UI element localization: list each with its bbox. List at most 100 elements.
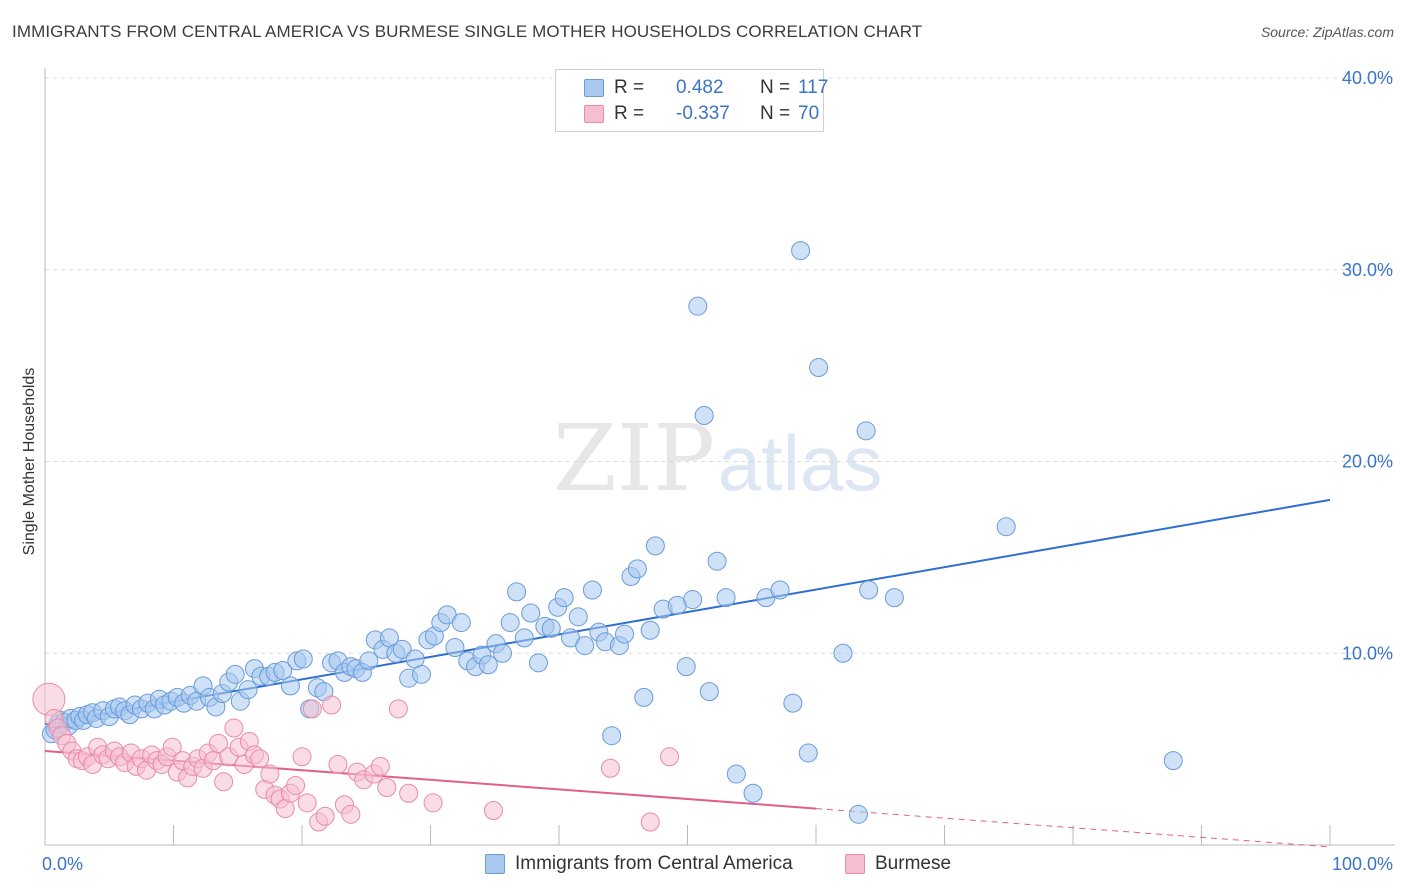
point-central-america bbox=[676, 657, 696, 677]
point-central-america bbox=[225, 664, 245, 684]
point-burmese bbox=[377, 777, 397, 797]
series-central-america bbox=[41, 241, 1183, 824]
point-burmese bbox=[423, 793, 443, 813]
point-central-america bbox=[809, 358, 829, 378]
watermark: ZIP atlas bbox=[553, 405, 882, 512]
point-central-america bbox=[783, 693, 803, 713]
r-value: 0.482 bbox=[676, 77, 724, 98]
point-central-america bbox=[412, 664, 432, 684]
point-central-america bbox=[492, 643, 512, 663]
point-central-america bbox=[707, 551, 727, 571]
series-burmese bbox=[32, 682, 680, 832]
point-burmese bbox=[341, 804, 361, 824]
point-central-america bbox=[634, 687, 654, 707]
point-central-america bbox=[996, 517, 1016, 537]
point-central-america bbox=[568, 607, 588, 627]
point-central-america bbox=[848, 804, 868, 824]
point-central-america bbox=[1163, 751, 1183, 771]
burmese-swatch bbox=[584, 105, 604, 123]
point-central-america bbox=[602, 726, 622, 746]
y-tick-label: 30.0% bbox=[1342, 260, 1393, 280]
point-burmese bbox=[250, 749, 270, 769]
point-burmese bbox=[370, 756, 390, 776]
n-label: N = bbox=[760, 103, 791, 124]
point-central-america bbox=[683, 590, 703, 610]
point-burmese bbox=[640, 812, 660, 832]
point-central-america bbox=[856, 421, 876, 441]
point-central-america bbox=[615, 624, 635, 644]
trend-line-burmese-extrapolated bbox=[815, 808, 1331, 848]
chart-title: IMMIGRANTS FROM CENTRAL AMERICA VS BURME… bbox=[12, 22, 923, 41]
point-burmese bbox=[315, 806, 335, 826]
x-tick-label-min: 0.0% bbox=[42, 854, 83, 874]
point-central-america bbox=[392, 639, 412, 659]
x-tick-label-max: 100.0% bbox=[1332, 854, 1393, 874]
point-central-america bbox=[859, 580, 879, 600]
point-central-america bbox=[238, 680, 258, 700]
point-central-america bbox=[528, 653, 548, 673]
central-america-legend-swatch bbox=[485, 854, 505, 874]
point-central-america bbox=[694, 405, 714, 425]
point-central-america bbox=[451, 613, 471, 633]
point-burmese bbox=[399, 783, 419, 803]
point-central-america bbox=[521, 603, 541, 623]
point-central-america bbox=[791, 241, 811, 261]
point-burmese bbox=[214, 772, 234, 792]
point-central-america bbox=[445, 637, 465, 657]
r-label: R = bbox=[614, 77, 645, 98]
point-central-america bbox=[688, 296, 708, 316]
point-central-america bbox=[541, 618, 561, 638]
axes bbox=[44, 68, 1395, 846]
point-burmese bbox=[260, 764, 280, 784]
burmese-legend-swatch bbox=[845, 854, 865, 874]
n-value: 70 bbox=[798, 103, 820, 124]
point-central-america bbox=[500, 613, 520, 633]
point-central-america bbox=[770, 580, 790, 600]
point-burmese bbox=[292, 747, 312, 767]
watermark-zip: ZIP bbox=[553, 405, 715, 512]
point-burmese bbox=[286, 776, 306, 796]
watermark-atlas: atlas bbox=[718, 419, 883, 507]
point-central-america bbox=[280, 676, 300, 696]
point-central-america bbox=[507, 582, 527, 602]
point-burmese bbox=[224, 718, 244, 738]
stats-legend: R = 0.482 N = 117 R = -0.337 N = 70 bbox=[555, 69, 828, 132]
point-central-america bbox=[293, 649, 313, 669]
point-burmese bbox=[302, 699, 322, 719]
point-burmese bbox=[600, 758, 620, 778]
point-central-america bbox=[716, 588, 736, 608]
point-central-america bbox=[726, 764, 746, 784]
y-tick-label: 40.0% bbox=[1342, 68, 1393, 88]
point-central-america bbox=[645, 536, 665, 556]
point-central-america bbox=[833, 643, 853, 663]
chart-source: Source: ZipAtlas.com bbox=[1260, 24, 1394, 40]
trend-line-central-america bbox=[44, 498, 1331, 726]
r-label: R = bbox=[614, 103, 645, 124]
point-central-america bbox=[743, 783, 763, 803]
point-central-america bbox=[884, 588, 904, 608]
central-america-swatch bbox=[584, 79, 604, 97]
point-central-america bbox=[514, 628, 534, 648]
point-central-america bbox=[273, 661, 293, 681]
point-burmese bbox=[162, 737, 182, 757]
point-central-america bbox=[478, 655, 498, 675]
y-tick-label: 20.0% bbox=[1342, 452, 1393, 472]
n-label: N = bbox=[760, 77, 791, 98]
n-value: 117 bbox=[798, 77, 829, 98]
point-burmese bbox=[208, 733, 228, 753]
legend-label: Immigrants from Central America bbox=[515, 853, 793, 874]
legend-label: Burmese bbox=[875, 853, 952, 874]
y-tick-label: 10.0% bbox=[1342, 643, 1393, 663]
point-central-america bbox=[582, 580, 602, 600]
point-central-america bbox=[640, 620, 660, 640]
point-central-america bbox=[359, 651, 379, 671]
y-axis-label: Single Mother Households bbox=[21, 368, 38, 556]
point-burmese bbox=[483, 800, 503, 820]
point-burmese bbox=[297, 793, 317, 813]
point-burmese bbox=[660, 747, 680, 767]
point-central-america bbox=[627, 559, 647, 579]
point-central-america bbox=[798, 743, 818, 763]
point-central-america bbox=[699, 682, 719, 702]
point-burmese bbox=[388, 699, 408, 719]
